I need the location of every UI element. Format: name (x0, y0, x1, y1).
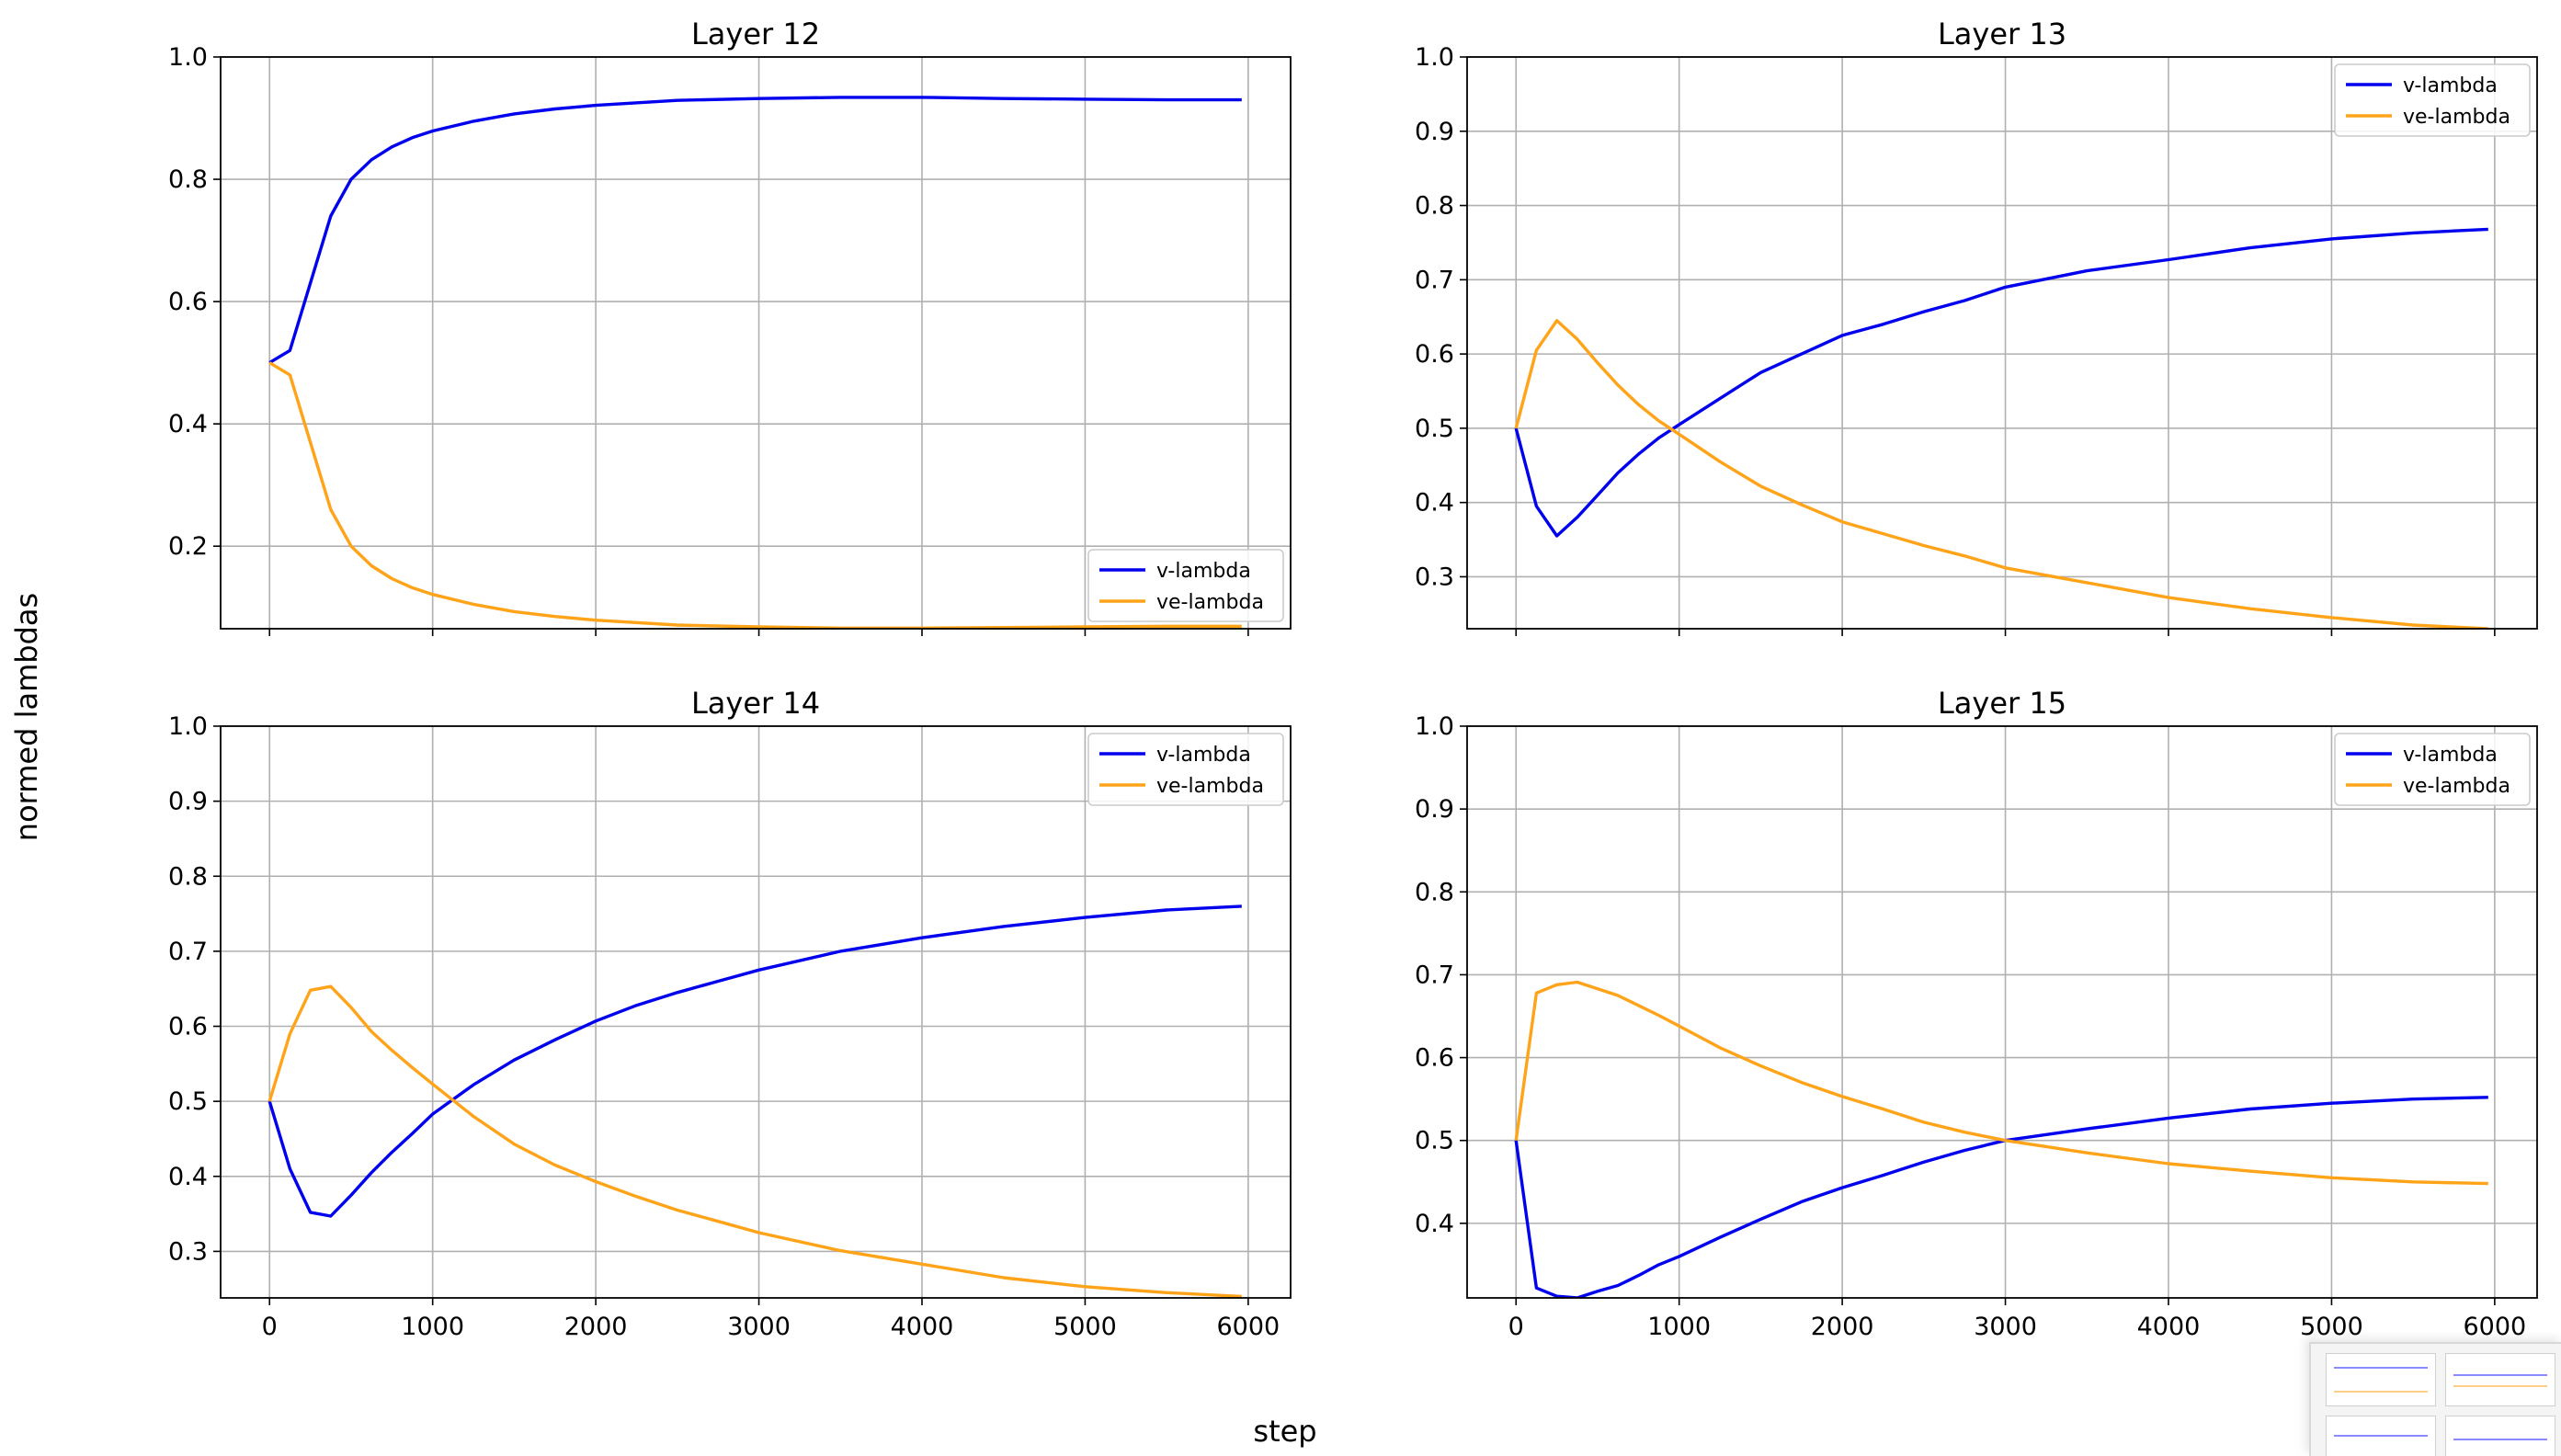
x-tick-label: 3000 (727, 1313, 791, 1341)
y-tick-label: 0.8 (168, 165, 208, 194)
thumbnail-panel (2445, 1416, 2555, 1456)
y-tick-label: 0.7 (168, 938, 208, 966)
y-tick-label: 0.7 (1415, 961, 1454, 989)
series-line-v-lambda (1514, 227, 2488, 538)
figure-ylabel: normed lambdas (9, 593, 44, 841)
legend: v-lambda ve-lambda (1087, 733, 1284, 806)
y-tick-label: 0.4 (168, 1163, 208, 1191)
screenshot-thumbnail-preview[interactable] (2309, 1342, 2561, 1456)
y-tick-label: 0.6 (1415, 340, 1454, 369)
series-line-ve-lambda (1514, 319, 2488, 629)
legend-label: v-lambda (1156, 560, 1251, 583)
x-tick-label: 0 (1508, 1313, 1524, 1341)
legend: v-lambda ve-lambda (1087, 549, 1284, 622)
legend-box (2334, 733, 2531, 806)
series-line-v-lambda (268, 96, 1242, 365)
legend: v-lambda ve-lambda (2334, 733, 2531, 806)
legend-box (1087, 549, 1284, 622)
y-tick-label: 0.9 (1415, 795, 1454, 824)
y-tick-label: 0.3 (168, 1237, 208, 1266)
legend-box (1087, 733, 1284, 806)
y-tick-label: 0.6 (1415, 1044, 1454, 1073)
x-tick-label: 2000 (564, 1313, 628, 1341)
y-tick-label: 0.8 (168, 862, 208, 891)
y-tick-label: 0.4 (1415, 1210, 1454, 1238)
y-tick-label: 0.5 (168, 1087, 208, 1116)
x-tick-label: 0 (262, 1313, 278, 1341)
panel-title: Layer 15 (1938, 686, 2066, 721)
x-tick-label: 3000 (1974, 1313, 2037, 1341)
x-tick-label: 5000 (2300, 1313, 2363, 1341)
y-tick-label: 0.5 (1415, 415, 1454, 443)
legend-label: ve-lambda (1156, 775, 1264, 798)
legend-label: ve-lambda (2403, 775, 2510, 798)
panel-layer-14: Layer 14 0 1000 2000 3000 4000 5000 6000 0.3 0.4 0… (168, 686, 1292, 1341)
series-line-v-lambda (1514, 1096, 2488, 1298)
y-tick-label: 1.0 (168, 43, 208, 72)
axes-frame (220, 725, 1292, 1299)
legend-label: ve-lambda (1156, 591, 1264, 614)
y-tick-label: 0.9 (1415, 118, 1454, 146)
y-tick-label: 0.6 (168, 1013, 208, 1041)
panel-layer-13: Layer 13 0.3 0.4 0.5 0.6 0.7 0.8 0.9 1.0 v-lambda… (1415, 17, 2538, 636)
axes-frame (1466, 725, 2538, 1299)
legend-label: v-lambda (1156, 744, 1251, 767)
axes-frame (220, 56, 1292, 630)
x-tick-label: 4000 (891, 1313, 954, 1341)
x-tick-label: 1000 (401, 1313, 464, 1341)
y-tick-label: 1.0 (168, 712, 208, 741)
thumbnail-panel (2326, 1416, 2436, 1456)
y-tick-label: 1.0 (1415, 43, 1454, 72)
y-tick-label: 0.4 (1415, 489, 1454, 518)
y-tick-label: 1.0 (1415, 712, 1454, 741)
legend-box (2334, 63, 2531, 137)
y-tick-label: 0.8 (1415, 192, 1454, 221)
panel-title: Layer 12 (691, 17, 820, 51)
y-tick-label: 0.6 (168, 288, 208, 316)
legend-label: ve-lambda (2403, 106, 2510, 129)
y-tick-label: 0.9 (168, 788, 208, 816)
legend-label: v-lambda (2403, 74, 2498, 97)
series-line-ve-lambda (267, 984, 1242, 1298)
y-tick-label: 0.2 (168, 532, 208, 561)
thumbnail-panel (2326, 1353, 2436, 1406)
x-tick-label: 6000 (2464, 1313, 2527, 1341)
axes-frame (1466, 56, 2538, 630)
y-tick-label: 0.7 (1415, 266, 1454, 294)
series-line-ve-lambda (268, 361, 1242, 629)
panel-layer-15: Layer 15 0 1000 2000 3000 4000 5000 6000 0.4 0.5 0… (1415, 686, 2538, 1341)
series-line-ve-lambda (1514, 980, 2488, 1186)
x-tick-label: 2000 (1811, 1313, 1874, 1341)
y-tick-label: 0.5 (1415, 1127, 1454, 1155)
figure-xlabel: step (1253, 1414, 1316, 1449)
series-line-v-lambda (267, 904, 1242, 1218)
x-tick-label: 5000 (1053, 1313, 1117, 1341)
legend: v-lambda ve-lambda (2334, 63, 2531, 137)
panel-title: Layer 13 (1938, 17, 2066, 51)
legend-label: v-lambda (2403, 744, 2498, 767)
panel-layer-12: Layer 12 0.2 0.4 0.6 0.8 1.0 v-lambda ve-lambda (168, 17, 1292, 636)
y-tick-label: 0.4 (168, 410, 208, 438)
x-tick-label: 4000 (2137, 1313, 2201, 1341)
x-tick-label: 6000 (1217, 1313, 1280, 1341)
panel-title: Layer 14 (691, 686, 820, 721)
y-tick-label: 0.8 (1415, 878, 1454, 906)
x-tick-label: 1000 (1647, 1313, 1711, 1341)
thumbnail-panel (2445, 1353, 2555, 1406)
y-tick-label: 0.3 (1415, 563, 1454, 591)
